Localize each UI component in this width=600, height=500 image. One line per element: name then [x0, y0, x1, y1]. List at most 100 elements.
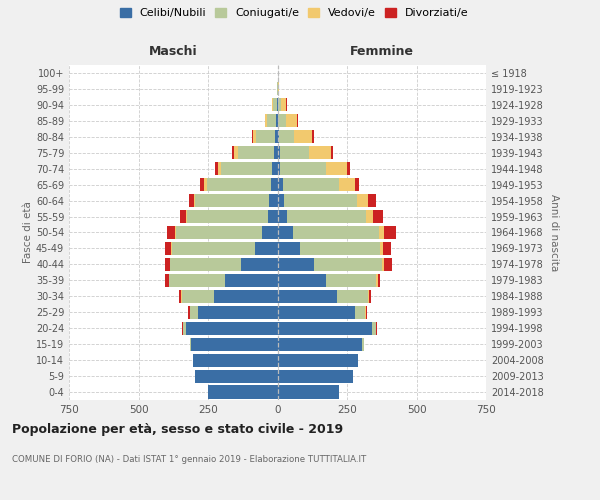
Bar: [277, 258, 314, 271]
Bar: [367, 210, 373, 223]
Bar: [275, 130, 277, 143]
Bar: [274, 146, 277, 160]
Bar: [314, 258, 382, 271]
Bar: [165, 258, 170, 271]
Bar: [277, 274, 326, 287]
Bar: [208, 386, 277, 398]
Bar: [277, 338, 362, 350]
Bar: [337, 290, 368, 303]
Bar: [277, 370, 353, 382]
Text: Femmine: Femmine: [350, 45, 414, 58]
Bar: [278, 114, 286, 128]
Text: Maschi: Maschi: [149, 45, 197, 58]
Bar: [165, 242, 171, 255]
Bar: [241, 258, 277, 271]
Bar: [294, 130, 312, 143]
Bar: [189, 194, 194, 207]
Bar: [382, 258, 384, 271]
Bar: [188, 306, 190, 319]
Bar: [383, 242, 391, 255]
Bar: [183, 322, 186, 335]
Bar: [170, 258, 241, 271]
Bar: [284, 194, 357, 207]
Bar: [277, 226, 293, 239]
Bar: [172, 242, 255, 255]
Bar: [331, 146, 334, 160]
Bar: [171, 242, 172, 255]
Bar: [277, 178, 283, 191]
Bar: [355, 306, 365, 319]
Bar: [379, 226, 384, 239]
Bar: [214, 290, 277, 303]
Bar: [277, 130, 279, 143]
Bar: [273, 98, 277, 112]
Y-axis label: Anni di nascita: Anni di nascita: [549, 194, 559, 271]
Bar: [373, 210, 383, 223]
Bar: [277, 146, 280, 160]
Bar: [253, 130, 256, 143]
Bar: [256, 130, 275, 143]
Bar: [376, 274, 377, 287]
Bar: [326, 274, 376, 287]
Bar: [193, 354, 277, 366]
Bar: [221, 162, 272, 175]
Bar: [277, 114, 278, 128]
Bar: [281, 98, 286, 112]
Bar: [293, 226, 379, 239]
Bar: [287, 210, 367, 223]
Bar: [368, 194, 376, 207]
Bar: [365, 306, 367, 319]
Bar: [194, 194, 196, 207]
Bar: [309, 146, 331, 160]
Bar: [169, 274, 224, 287]
Bar: [362, 338, 364, 350]
Bar: [347, 162, 350, 175]
Bar: [238, 146, 274, 160]
Bar: [265, 114, 266, 128]
Bar: [280, 146, 309, 160]
Bar: [196, 194, 269, 207]
Text: COMUNE DI FORIO (NA) - Dati ISTAT 1° gennaio 2019 - Elaborazione TUTTITALIA.IT: COMUNE DI FORIO (NA) - Dati ISTAT 1° gen…: [12, 455, 366, 464]
Bar: [312, 130, 314, 143]
Bar: [186, 210, 187, 223]
Bar: [372, 322, 376, 335]
Bar: [283, 178, 340, 191]
Bar: [269, 194, 277, 207]
Bar: [377, 274, 380, 287]
Bar: [218, 162, 221, 175]
Bar: [277, 290, 337, 303]
Bar: [179, 290, 181, 303]
Bar: [206, 178, 271, 191]
Bar: [200, 178, 205, 191]
Bar: [384, 258, 392, 271]
Y-axis label: Fasce di età: Fasce di età: [23, 202, 33, 264]
Bar: [198, 306, 277, 319]
Bar: [179, 210, 186, 223]
Bar: [355, 178, 359, 191]
Bar: [255, 242, 277, 255]
Bar: [191, 338, 277, 350]
Bar: [272, 162, 277, 175]
Bar: [297, 114, 298, 128]
Bar: [176, 226, 262, 239]
Bar: [280, 162, 326, 175]
Bar: [277, 194, 284, 207]
Bar: [165, 274, 169, 287]
Bar: [368, 290, 371, 303]
Bar: [167, 226, 175, 239]
Bar: [268, 210, 277, 223]
Bar: [205, 178, 206, 191]
Bar: [175, 226, 176, 239]
Bar: [215, 162, 218, 175]
Bar: [340, 178, 355, 191]
Bar: [380, 242, 383, 255]
Bar: [190, 306, 198, 319]
Bar: [277, 354, 358, 366]
Bar: [271, 178, 277, 191]
Bar: [279, 130, 294, 143]
Text: Popolazione per età, sesso e stato civile - 2019: Popolazione per età, sesso e stato civil…: [12, 422, 343, 436]
Bar: [277, 162, 280, 175]
Bar: [186, 322, 277, 335]
Bar: [286, 114, 297, 128]
Bar: [277, 210, 287, 223]
